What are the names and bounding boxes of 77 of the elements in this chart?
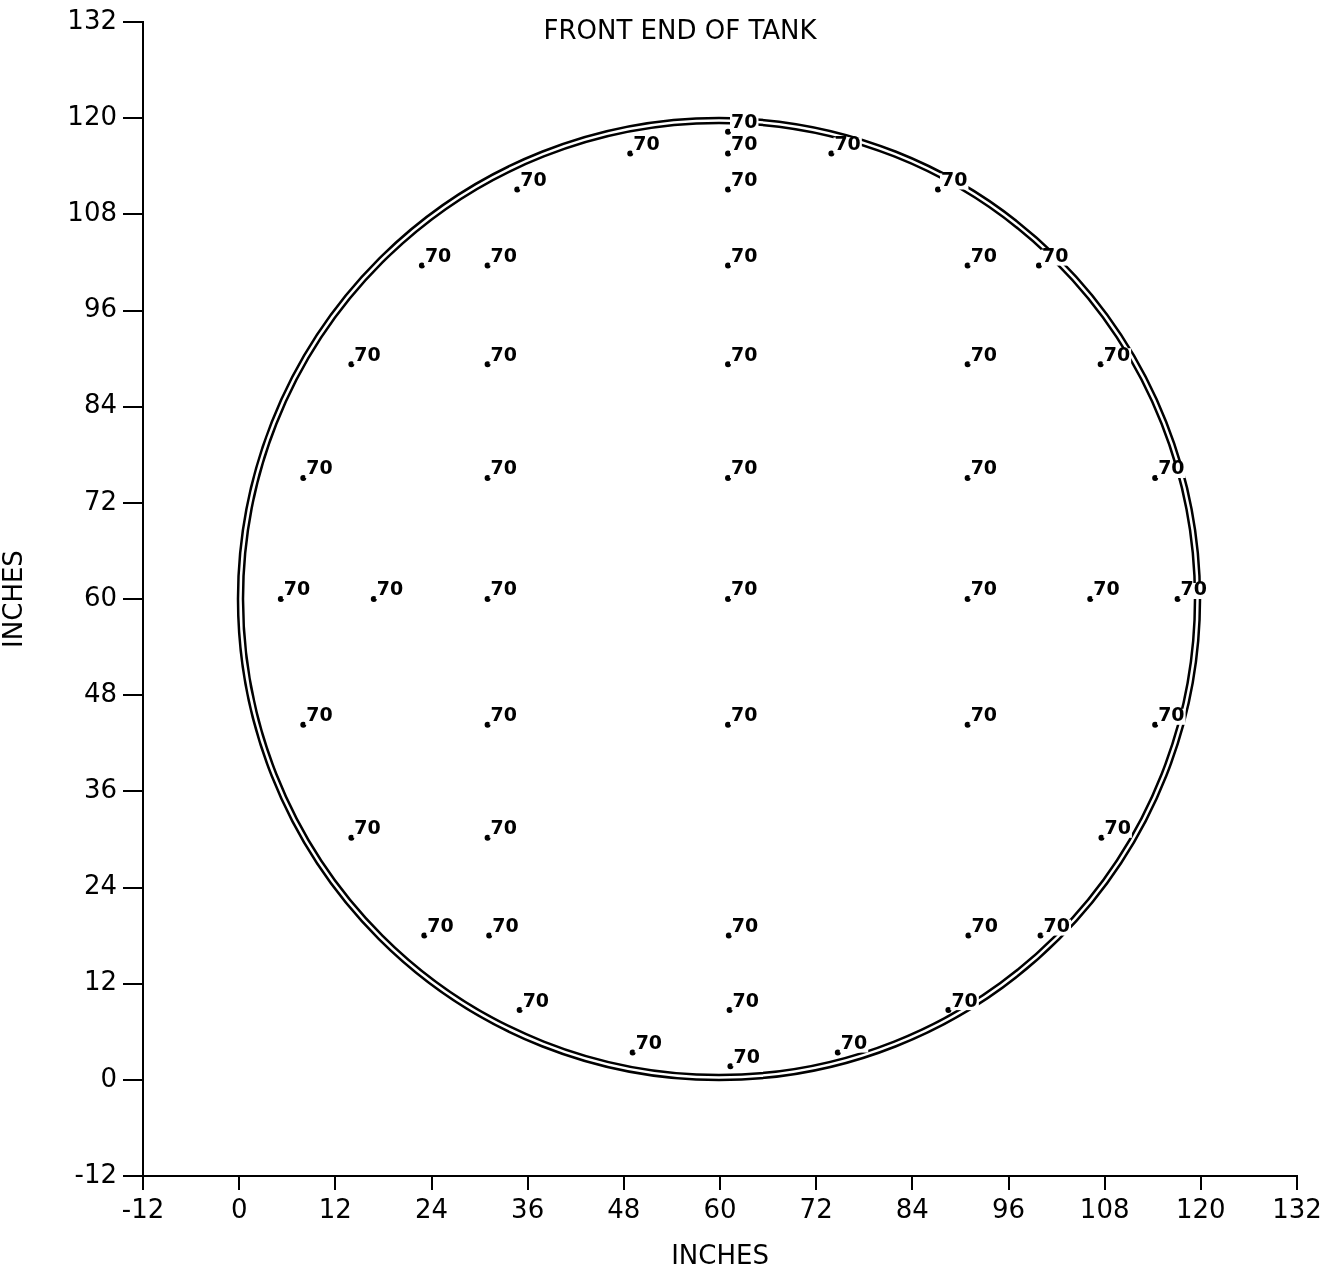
annotation: 70 [970,342,998,365]
annotation: 70 [731,131,758,154]
y-tick-label: 132 [67,4,117,35]
x-tick-label: 84 [895,1194,929,1225]
annotation: 70 [971,914,998,937]
annotation: 70 [970,456,998,479]
annotation: 70 [520,167,547,190]
x-tick-label: 36 [511,1194,545,1225]
annotation: 70 [940,167,968,190]
y-tick-label: 12 [83,966,117,997]
x-tick-label: 48 [607,1194,641,1225]
annotation: 70 [376,577,404,600]
y-tick-label: 24 [83,870,117,901]
annotation: 70 [731,577,758,600]
annotation: 70 [951,988,978,1011]
y-tick-label: 48 [83,677,117,708]
annotation: 70 [424,244,452,267]
annotation: 70 [283,577,311,600]
annotation: 70 [635,1031,663,1054]
y-tick-label: -12 [74,1158,117,1189]
x-axis-title: INCHES [671,1240,769,1271]
annotation: 70 [490,577,518,600]
y-tick-label: 72 [83,485,117,516]
annotation: 70 [354,342,381,365]
annotation: 70 [731,167,758,190]
annotation: 70 [1041,244,1069,267]
annotation: 70 [1158,703,1185,726]
x-tick-label: 72 [799,1194,833,1225]
annotation: 70 [731,342,758,365]
y-axis-title: INCHES [0,550,29,648]
annotation: 70 [834,131,861,154]
x-tick-label: 60 [703,1194,737,1225]
x-tick-label: 96 [991,1194,1026,1225]
annotation: 70 [731,244,758,267]
annotation: 70 [522,988,550,1011]
annotation: 70 [490,816,518,839]
annotation: 70 [733,1044,760,1067]
annotation: 70 [306,456,333,479]
y-tick-label: 84 [83,389,117,420]
annotation: 70 [1180,577,1208,600]
x-tick-label: 120 [1176,1194,1226,1225]
annotation: 70 [731,110,758,133]
annotation: 70 [490,244,518,267]
x-tick-label: 132 [1272,1194,1322,1225]
x-tick-label: 108 [1079,1194,1130,1225]
annotation: 70 [490,342,518,365]
chart-title: FRONT END OF TANK [543,14,818,45]
y-tick-label: 120 [67,100,117,131]
annotation: 70 [732,988,760,1011]
annotation: 70 [970,244,998,267]
annotation: 70 [1093,577,1120,600]
annotation: 70 [1103,342,1131,365]
x-tick-label: 12 [318,1194,352,1225]
y-tick-label: 36 [83,774,117,805]
annotation: 70 [840,1031,868,1054]
annotation: 70 [490,703,518,726]
y-tick-label: 0 [100,1062,117,1093]
annotation: 70 [1043,914,1071,937]
y-tick-label: 96 [83,293,117,324]
annotation: 70 [492,914,519,937]
annotation: 70 [306,703,333,726]
annotation: 70 [633,131,660,154]
annotation: 70 [1104,816,1131,839]
x-tick-label: -12 [121,1194,165,1225]
annotation: 70 [354,816,381,839]
x-tick-label: 24 [414,1194,449,1225]
annotation: 70 [731,914,759,937]
annotation: 70 [427,914,454,937]
y-tick-label: 108 [67,197,117,228]
annotation: 70 [731,456,758,479]
annotation: 70 [731,703,758,726]
annotation: 70 [490,456,518,479]
x-tick-label: 0 [230,1194,248,1225]
annotation: 70 [970,703,998,726]
annotation: 70 [1158,456,1185,479]
y-tick-label: 60 [83,581,117,612]
annotation: 70 [970,577,998,600]
